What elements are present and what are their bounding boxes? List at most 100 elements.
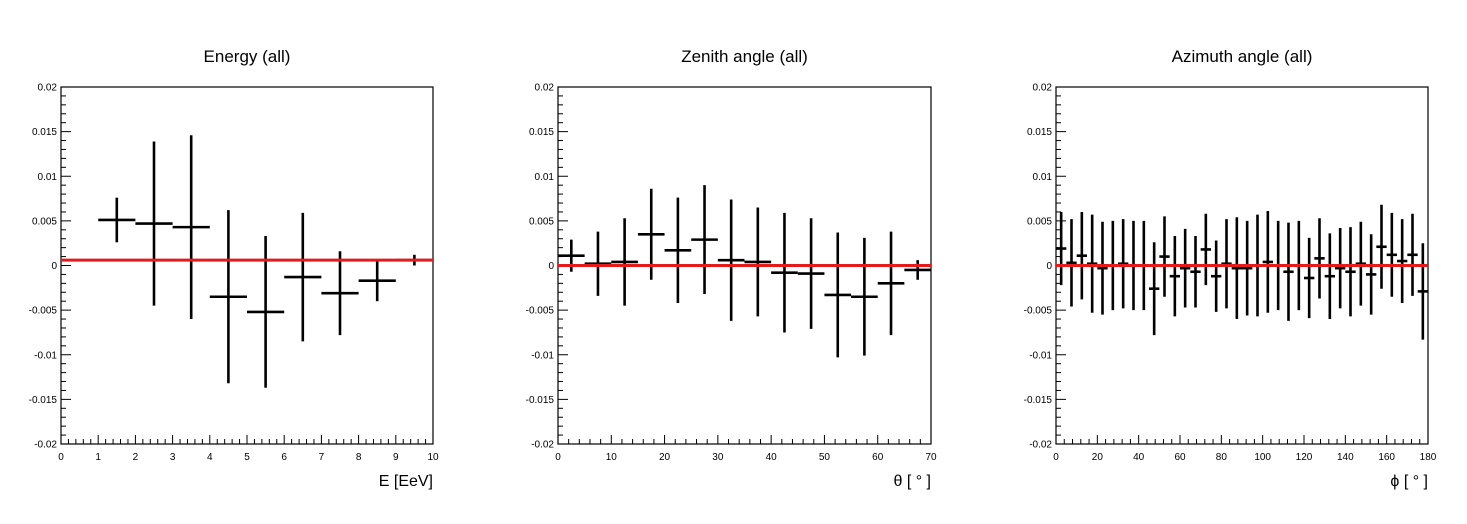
data-point	[1366, 234, 1377, 315]
data-point	[904, 260, 931, 280]
y-tick-label: -0.02	[531, 440, 554, 451]
x-tick-label: 50	[819, 452, 831, 463]
x-tick-label: 30	[712, 452, 724, 463]
y-tick-label: -0.01	[1029, 350, 1052, 361]
y-tick-label: -0.015	[1024, 395, 1053, 406]
data-point	[717, 199, 745, 321]
x-tick-label: 100	[1254, 452, 1271, 463]
data-point	[1221, 219, 1232, 309]
data-point	[1345, 227, 1356, 317]
x-tick-label: 10	[606, 452, 618, 463]
data-point	[1355, 221, 1366, 306]
x-tick-label: 40	[1133, 452, 1145, 463]
panel-title: Zenith angle (all)	[681, 47, 808, 66]
panel-title: Energy (all)	[204, 47, 291, 66]
x-tick-label: 0	[58, 452, 64, 463]
data-point	[1118, 219, 1129, 309]
y-tick-label: 0.015	[529, 127, 554, 138]
x-tick-label: 8	[356, 452, 362, 463]
data-point	[172, 135, 210, 320]
data-point	[1376, 204, 1387, 289]
data-point	[1242, 220, 1253, 316]
y-tick-label: -0.02	[1029, 440, 1052, 451]
data-point	[611, 218, 638, 306]
y-tick-label: 0	[51, 261, 57, 272]
x-axis-label: θ [ ° ]	[893, 473, 931, 490]
data-point	[1262, 211, 1273, 313]
data-point	[691, 185, 718, 295]
x-tick-label: 5	[244, 452, 250, 463]
y-tick-label: 0.02	[535, 83, 555, 94]
panel-title: Azimuth angle (all)	[1172, 47, 1313, 66]
data-point	[1397, 219, 1408, 303]
x-axis-label: ϕ [ ° ]	[1390, 473, 1428, 490]
data-point	[1200, 213, 1211, 286]
data-point	[1180, 228, 1191, 308]
x-tick-label: 20	[659, 452, 671, 463]
data-point	[1076, 211, 1087, 300]
data-point	[584, 231, 612, 296]
data-point	[1324, 233, 1335, 320]
x-tick-label: 7	[319, 452, 325, 463]
data-point	[321, 251, 359, 336]
y-tick-label: -0.01	[34, 350, 57, 361]
data-point	[1159, 216, 1170, 297]
data-point	[98, 197, 136, 243]
data-point	[284, 212, 322, 342]
x-tick-label: 0	[1053, 452, 1059, 463]
y-tick-label: 0	[548, 261, 554, 272]
y-tick-label: 0.02	[1033, 83, 1053, 94]
data-point	[851, 237, 878, 356]
data-point	[1304, 237, 1315, 319]
data-point	[744, 207, 772, 317]
y-tick-label: 0.015	[32, 127, 57, 138]
y-tick-label: -0.02	[34, 440, 57, 451]
data-point	[1056, 211, 1067, 286]
x-tick-label: 9	[393, 452, 399, 463]
data-point	[1407, 213, 1418, 296]
y-tick-label: 0.015	[1027, 127, 1052, 138]
data-point	[1169, 236, 1180, 317]
data-point	[771, 212, 798, 333]
y-tick-label: 0.02	[38, 83, 58, 94]
data-point	[1211, 240, 1222, 312]
y-tick-label: 0.01	[1033, 172, 1053, 183]
y-tick-label: -0.005	[29, 306, 58, 317]
data-point	[1087, 214, 1098, 313]
data-point	[1097, 221, 1108, 315]
y-tick-label: -0.005	[526, 306, 555, 317]
data-point	[358, 260, 396, 302]
x-tick-label: 40	[766, 452, 778, 463]
x-tick-label: 120	[1296, 452, 1313, 463]
data-point	[1417, 243, 1428, 340]
y-tick-label: 0.005	[529, 216, 554, 227]
y-tick-label: 0.005	[1027, 216, 1052, 227]
azimuth-panel: Azimuth angle (all) 0 20 40 60 80 100 120 140 160…	[1024, 47, 1437, 490]
data-point	[1386, 212, 1397, 297]
x-tick-label: 0	[555, 452, 561, 463]
x-tick-label: 20	[1092, 452, 1104, 463]
y-tick-label: 0.005	[32, 216, 57, 227]
y-tick-label: -0.015	[526, 395, 555, 406]
x-tick-label: 3	[170, 452, 176, 463]
y-tick-label: -0.015	[29, 395, 58, 406]
x-tick-label: 80	[1216, 452, 1228, 463]
data-point	[209, 210, 247, 384]
data-point	[1231, 217, 1242, 320]
x-tick-label: 4	[207, 452, 213, 463]
data-point	[824, 232, 852, 358]
data-point	[664, 197, 692, 303]
x-axis-label: E [EeV]	[379, 473, 433, 490]
zenith-panel: Zenith angle (all) 0 10 20 30 40 50 60 70 -0.02 -0…	[526, 47, 937, 490]
data-point	[797, 218, 825, 329]
data-point	[1066, 219, 1077, 307]
data-point	[877, 231, 905, 336]
y-tick-label: 0.01	[38, 172, 58, 183]
data-point	[1314, 218, 1325, 299]
energy-panel: Energy (all) 0 1 2 3 4 5 6 7 8 9 10 -0.02 -0.015 -0.01…	[29, 47, 439, 490]
x-tick-label: 10	[427, 452, 439, 463]
data-point	[1190, 236, 1201, 308]
x-tick-label: 140	[1337, 452, 1354, 463]
y-tick-label: 0.01	[535, 172, 555, 183]
